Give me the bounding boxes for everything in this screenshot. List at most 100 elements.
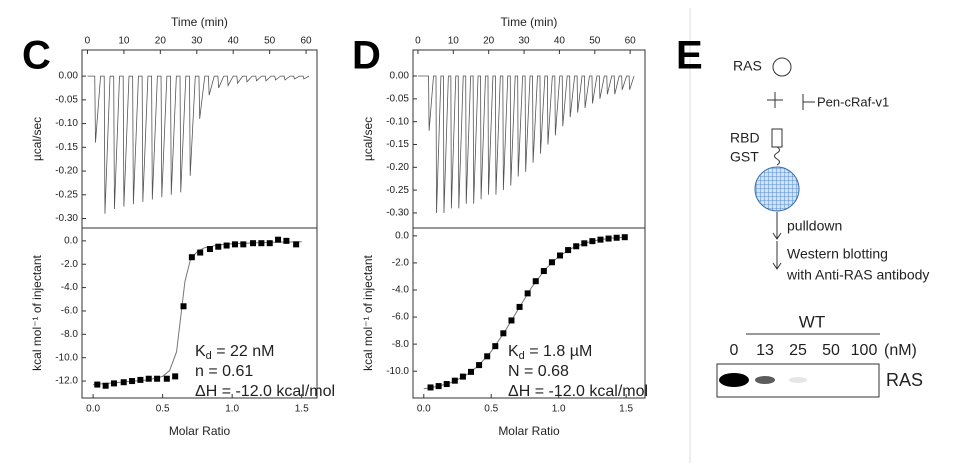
y-tick-label: -6.0	[392, 312, 410, 323]
data-point	[240, 241, 247, 248]
data-point	[435, 383, 442, 390]
lane-label: 13	[756, 342, 774, 359]
thermogram	[417, 75, 635, 213]
annotation: Kd = 22 nM	[195, 343, 275, 362]
y-tick-label: -0.05	[386, 93, 409, 104]
data-point	[283, 237, 290, 244]
data-point	[451, 377, 458, 384]
western-blot: WT 0 13 25 50 100 (nM) RAS	[716, 312, 923, 398]
y-tick-label: -0.30	[386, 208, 409, 219]
data-point	[459, 373, 466, 380]
y-tick-label: -0.10	[55, 118, 78, 129]
x-tick-label: 0	[415, 36, 421, 47]
data-point	[589, 238, 596, 245]
thermogram	[87, 75, 310, 214]
y-tick-label: -0.15	[55, 142, 78, 153]
x-tick-label: 40	[554, 36, 566, 47]
y-tick-label: -10.0	[386, 366, 409, 377]
y-tick-label: -6.0	[61, 306, 79, 317]
data-point	[524, 290, 531, 297]
band	[755, 376, 775, 384]
panel-label: E	[676, 34, 703, 78]
x-tick-label: 1.0	[225, 404, 239, 415]
y-tick-label: -0.30	[55, 213, 78, 224]
y-tick-label: -4.0	[392, 285, 410, 296]
data-point	[565, 247, 572, 254]
lane-label: 50	[822, 342, 840, 359]
lane-label: 100	[851, 342, 878, 359]
data-point	[468, 368, 474, 375]
data-point	[581, 240, 588, 247]
y-axis-label: kcal mol⁻¹ of injectant	[30, 254, 44, 370]
data-point	[120, 379, 127, 386]
y-tick-label: -0.25	[55, 189, 78, 200]
annotation-text: ΔH = -12.0 kcal/mol	[508, 383, 648, 400]
blot-frame	[716, 363, 880, 398]
x-tick-label: 60	[625, 36, 637, 47]
arrow	[772, 232, 782, 240]
y-tick-label: 0.0	[64, 235, 78, 246]
data-point	[223, 242, 230, 249]
data-point	[621, 234, 628, 241]
x-tick-label: 1.0	[552, 404, 566, 415]
data-point	[180, 303, 187, 310]
y-tick-label: -4.0	[61, 282, 79, 293]
y-tick-label: -0.15	[386, 139, 409, 150]
x-tick-label: 10	[448, 36, 460, 47]
data-point	[145, 375, 152, 382]
bead	[754, 166, 800, 212]
data-point	[154, 375, 161, 382]
band-label: RAS	[886, 370, 923, 390]
y-tick-label: -0.05	[55, 94, 78, 105]
data-point	[129, 378, 136, 385]
annotation-text: = 1.8 µM	[525, 343, 592, 360]
data-point	[605, 235, 612, 242]
annotation-subscript: d	[519, 350, 525, 362]
x-axis-label: Molar Ratio	[498, 424, 560, 438]
y-tick-label: 0.00	[59, 71, 79, 82]
x-tick-label: 0.0	[86, 404, 100, 415]
data-point	[427, 384, 434, 391]
annotation-subscript: d	[206, 350, 212, 362]
annotation-text: = 22 nM	[212, 343, 275, 360]
data-point	[516, 303, 523, 310]
x-tick-label: 0.5	[484, 404, 498, 415]
panel-label: C	[22, 34, 51, 78]
data-point	[476, 362, 483, 369]
data-point	[597, 236, 604, 243]
x-tick-label: 40	[228, 36, 240, 47]
data-point	[137, 376, 144, 383]
x-tick-label: 0.5	[156, 404, 170, 415]
data-point	[94, 381, 101, 388]
plot-frame	[412, 49, 646, 229]
x-tick-label: 10	[118, 36, 130, 47]
data-point	[548, 259, 555, 266]
data-point	[500, 330, 507, 337]
arrow	[772, 262, 782, 270]
annotation: Kd = 1.8 µM	[508, 343, 592, 362]
plot-frame	[412, 227, 646, 399]
data-point	[172, 373, 179, 380]
band	[719, 373, 749, 387]
y-tick-label: -0.20	[386, 162, 409, 173]
annotation-text: N = 0.68	[508, 363, 569, 380]
annotation: ΔH = -12.0 kcal/mol	[195, 383, 335, 400]
label: RBD	[730, 130, 760, 146]
ras-icon	[772, 57, 792, 77]
data-point	[110, 380, 117, 387]
y-tick-label: -10.0	[55, 352, 78, 363]
x-tick-label: 1.5	[295, 404, 309, 415]
y-tick-label: -12.0	[55, 376, 78, 387]
annotation: n = 0.61	[195, 363, 253, 380]
rbd-icon	[771, 128, 783, 148]
y-tick-label: -2.0	[61, 259, 79, 270]
x-tick-label: 20	[155, 36, 167, 47]
annotation-symbol: K	[508, 343, 519, 360]
data-point	[293, 241, 300, 248]
plot-frame	[81, 227, 318, 399]
label: Pen-cRaf-v1	[817, 94, 889, 109]
y-tick-label: -2.0	[392, 258, 410, 269]
y-tick-label: 0.0	[395, 230, 409, 241]
data-point	[163, 375, 170, 382]
x-tick-label: 50	[264, 36, 276, 47]
